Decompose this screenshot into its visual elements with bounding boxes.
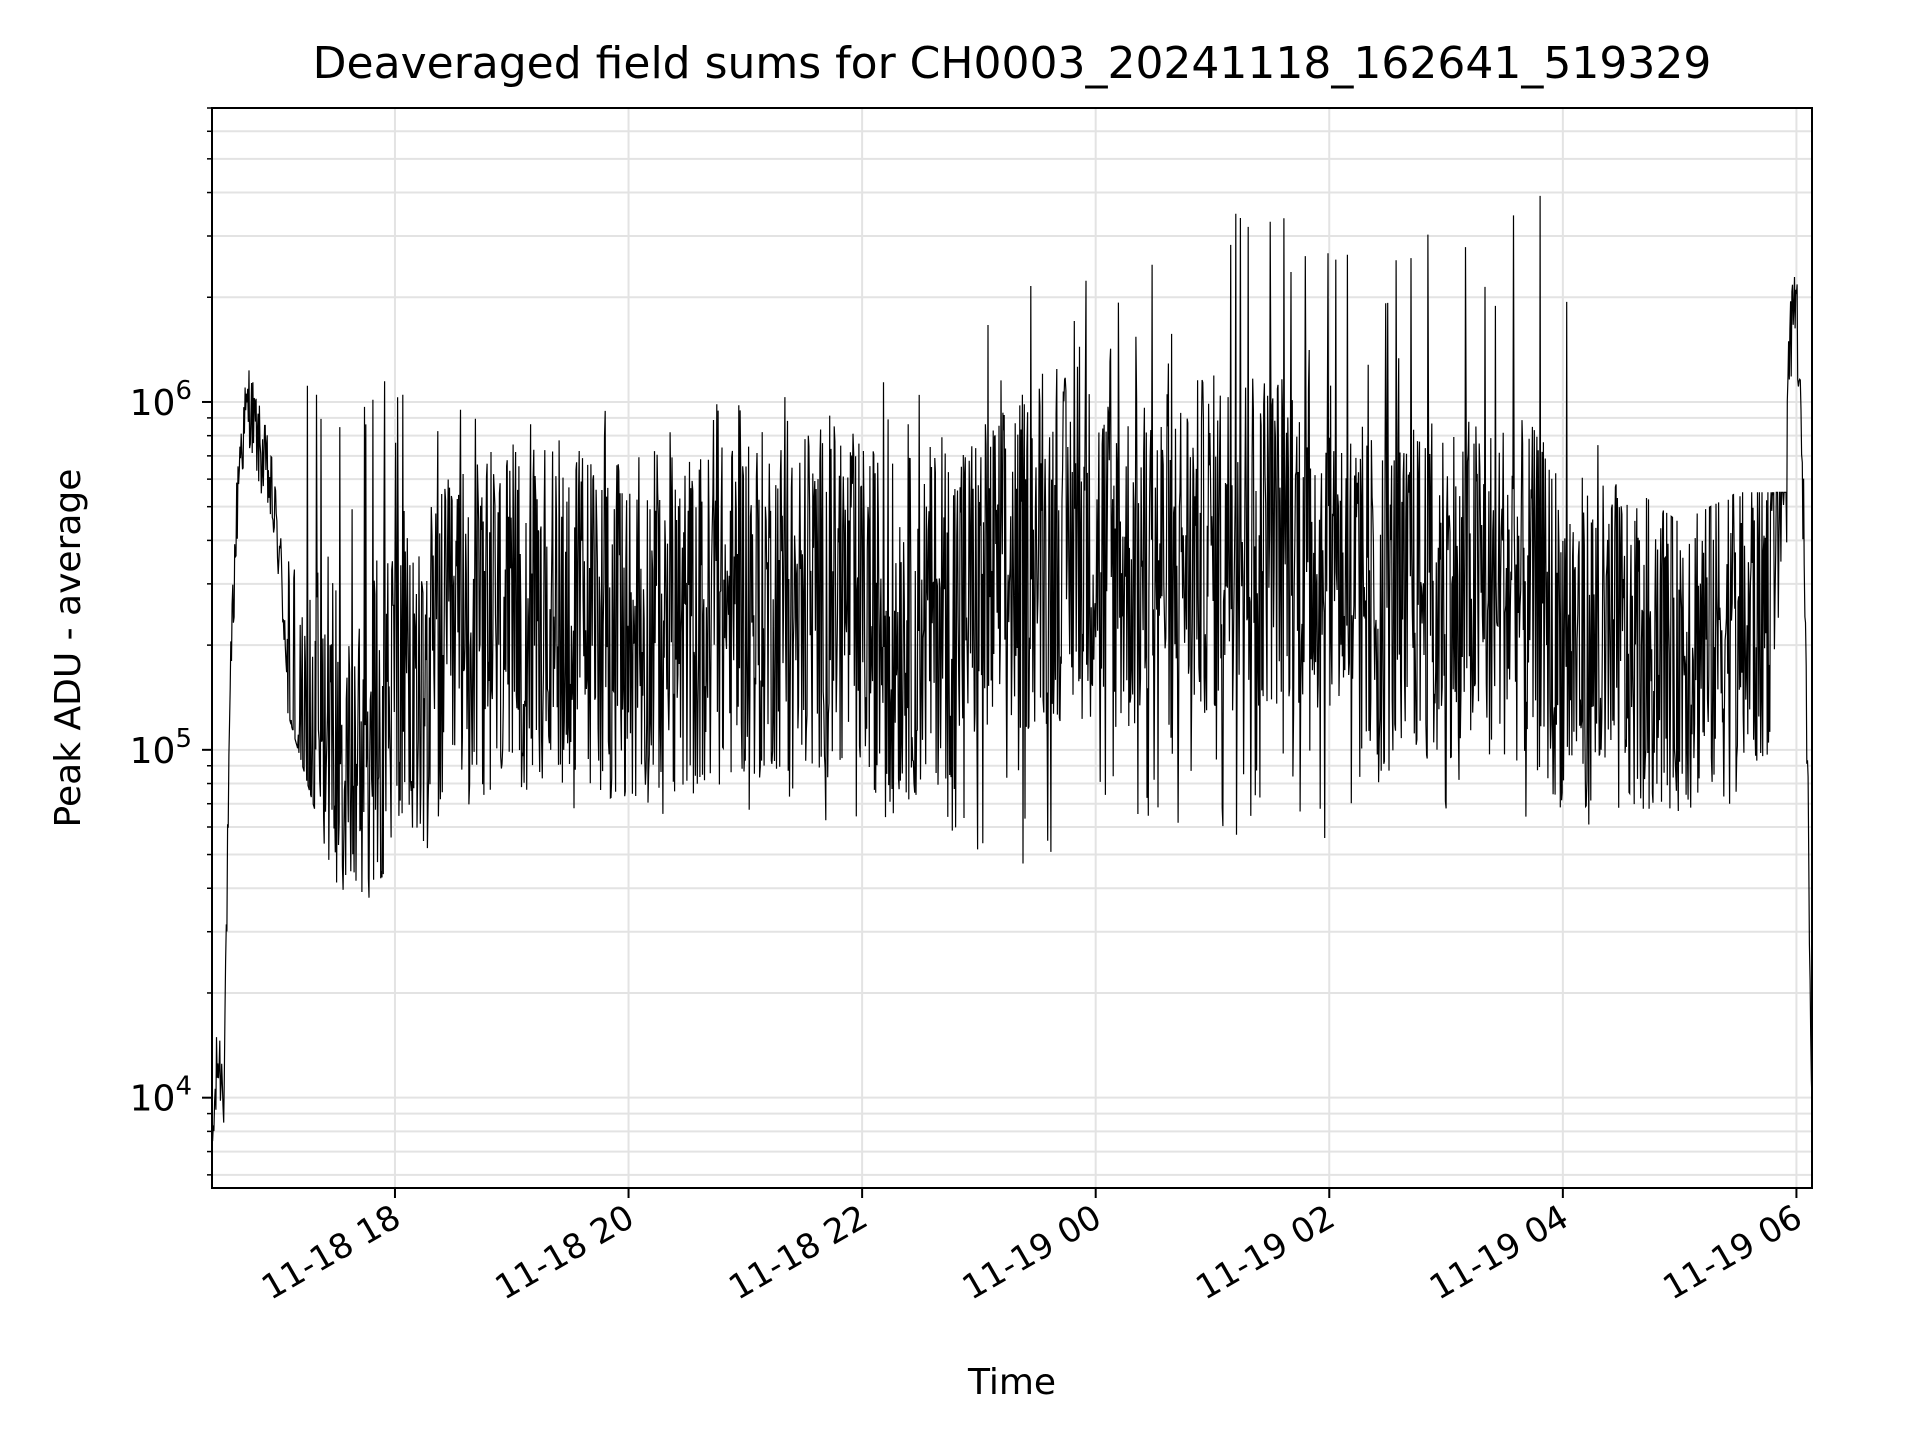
y-tick-label: 105 (130, 724, 192, 772)
chart-title: Deaveraged field sums for CH0003_2024111… (313, 38, 1712, 89)
y-axis-label: Peak ADU - average (48, 469, 89, 828)
x-tick-label: 11-19 00 (956, 1197, 1108, 1308)
x-tick-label: 11-19 06 (1657, 1197, 1809, 1308)
x-axis-label: Time (967, 1362, 1056, 1403)
x-tick-label: 11-18 20 (489, 1197, 641, 1308)
series-line (211, 195, 1813, 1142)
y-tick-label: 104 (130, 1072, 192, 1120)
x-tick-label: 11-18 22 (722, 1197, 874, 1308)
plot-frame (211, 107, 1813, 1189)
x-tick-label: 11-19 02 (1189, 1197, 1341, 1308)
y-tick-label: 106 (130, 376, 192, 424)
x-tick-label: 11-19 04 (1423, 1197, 1575, 1308)
x-tick-label: 11-18 18 (255, 1197, 407, 1308)
series-layer (211, 195, 1813, 1142)
